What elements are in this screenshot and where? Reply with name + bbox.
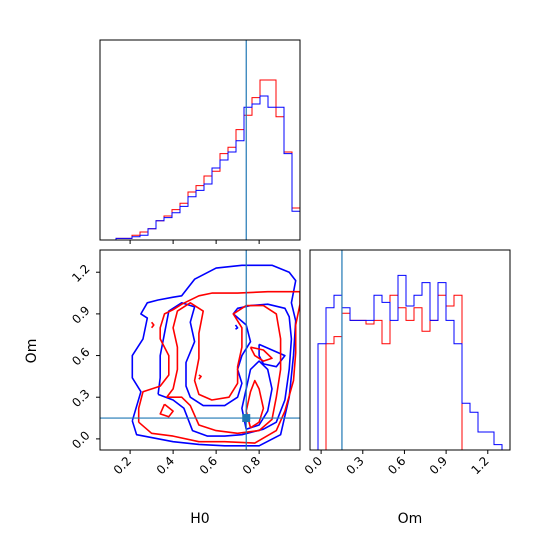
h0-x-tick-label: 0.6 — [197, 454, 220, 477]
x-axis-label-h0: H0 — [190, 511, 209, 527]
contour-blue-level — [234, 324, 239, 330]
om-histogram-plot — [310, 250, 510, 450]
om-histogram-frame — [309, 249, 511, 451]
contour-red-level — [249, 346, 273, 362]
om-histogram-red-series — [310, 294, 510, 450]
contour-red-level — [137, 290, 300, 444]
om-y-tick-label: 0.0 — [69, 428, 92, 451]
om-x-tick-label: 0.9 — [427, 454, 450, 477]
h0-x-tick-label: 0.2 — [111, 454, 134, 477]
contour-plot — [100, 250, 300, 450]
contour-blue-level — [157, 301, 293, 437]
y-axis-label-om: Om — [24, 339, 40, 364]
h0-x-tick-label: 0.8 — [240, 454, 263, 477]
h0-histogram-blue-series — [100, 95, 300, 240]
h0-histogram-plot — [100, 40, 300, 240]
truth-point-marker — [242, 414, 251, 423]
om-x-tick-label: 0.3 — [343, 454, 366, 477]
h0-histogram-panel — [99, 39, 301, 244]
contour-red-level — [159, 403, 174, 418]
h0-histogram-red-series — [100, 79, 300, 240]
om-x-tick-label: 0.0 — [302, 454, 325, 477]
contour-red-level — [166, 301, 282, 435]
contour-frame — [99, 249, 301, 451]
contour-blue-level — [258, 343, 286, 368]
om-y-tick-label: 0.6 — [69, 345, 92, 368]
contour-red-level — [245, 379, 265, 429]
om-histogram-panel: 0.0 0.3 0.6 0.9 1.2 — [302, 249, 511, 477]
h0-x-tick-label: 0.4 — [154, 454, 177, 477]
h0-om-contour-panel: 0.2 0.4 0.6 0.8 0.0 0.3 0.6 0.9 1.2 — [69, 249, 301, 477]
contour-red-level — [198, 374, 202, 380]
om-histogram-blue-series — [310, 274, 510, 450]
contour-red-level — [150, 321, 155, 329]
h0-histogram-frame — [99, 39, 301, 241]
contour-blue-level — [131, 264, 297, 447]
om-y-tick-label: 1.2 — [69, 262, 92, 285]
om-y-tick-label: 0.3 — [69, 387, 92, 410]
om-y-tick-label: 0.9 — [69, 303, 92, 326]
om-x-tick-label: 1.2 — [468, 454, 491, 477]
x-axis-label-om: Om — [398, 511, 423, 527]
om-x-tick-label: 0.6 — [385, 454, 408, 477]
